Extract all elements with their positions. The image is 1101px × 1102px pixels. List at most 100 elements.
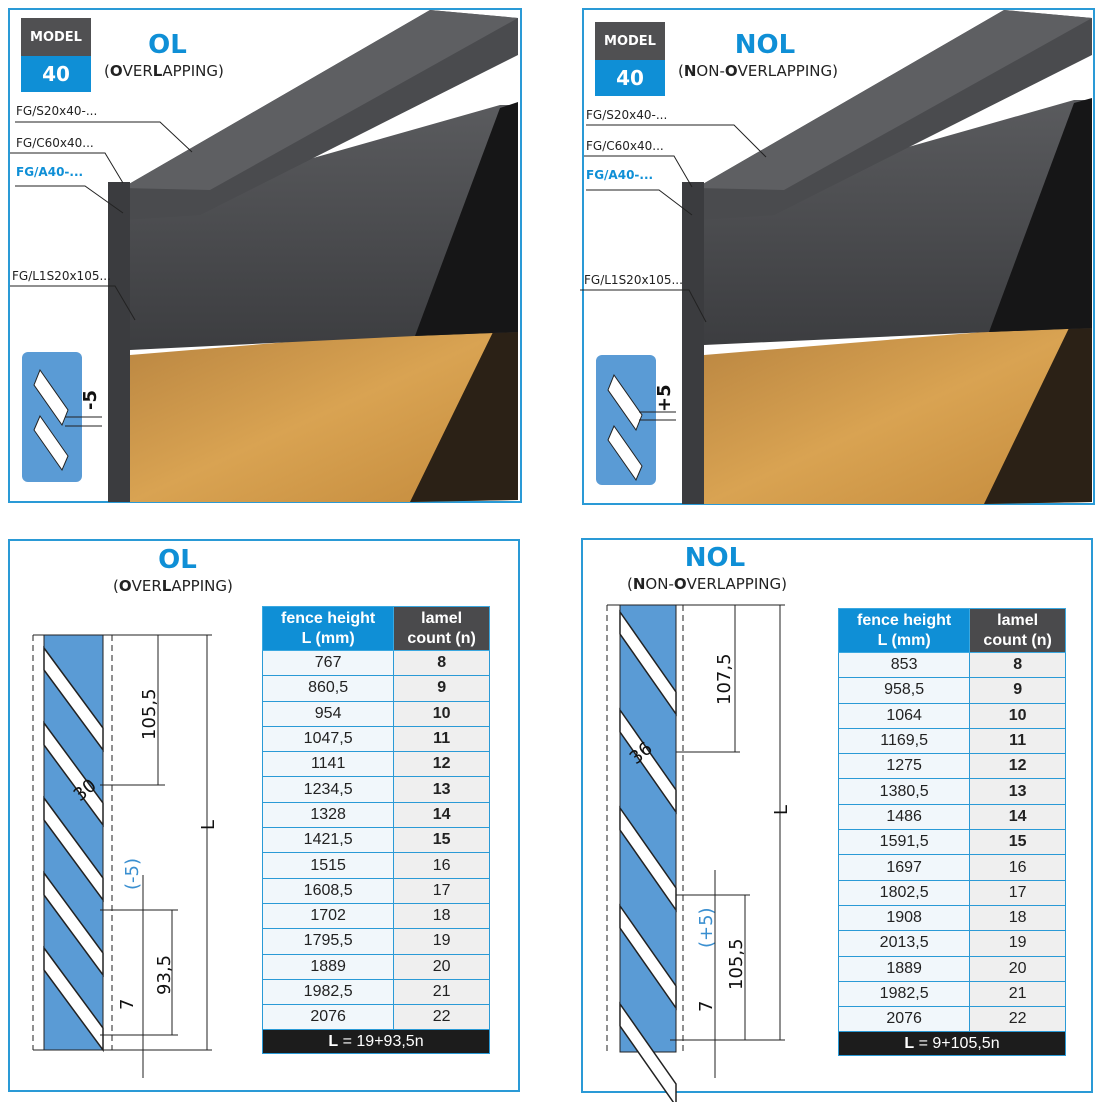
table-row: 2076 22 bbox=[837, 1006, 1066, 1033]
fence-height-cell: 1064 bbox=[837, 702, 971, 729]
table-row: 1697 16 bbox=[837, 854, 1066, 881]
dim-overlap: (+5) bbox=[696, 907, 717, 948]
middle-lamel bbox=[130, 105, 518, 350]
middle-lamel-end bbox=[989, 98, 1092, 332]
ol-render: -5 FG/S20x40-... FG/C60x40... FG/A40-...… bbox=[10, 10, 518, 502]
table-row: 1982,5 21 bbox=[837, 980, 1066, 1008]
table-row: 1328 14 bbox=[261, 801, 490, 829]
dim-bottom-offset: 7 bbox=[696, 1001, 717, 1012]
lamel-count-cell: 22 bbox=[969, 1006, 1066, 1033]
fence-height-cell: 1421,5 bbox=[261, 827, 395, 854]
gap-value: -5 bbox=[80, 390, 101, 410]
lamel-count-cell: 15 bbox=[969, 829, 1066, 856]
nol-section-drawing: L 107,5 36 (+5) 105,5 7 bbox=[606, 604, 792, 1102]
lamel-count-cell: 14 bbox=[393, 801, 490, 829]
gap-value: +5 bbox=[654, 384, 675, 412]
lamel-gap-stripe bbox=[619, 1001, 677, 1102]
part-label-highlight: FG/A40-... bbox=[16, 165, 83, 179]
fence-height-cell: 1047,5 bbox=[261, 725, 395, 753]
dim-pitch-top: 107,5 bbox=[714, 653, 735, 705]
lamel-count-cell: 12 bbox=[969, 753, 1066, 780]
table-row: 1064 10 bbox=[837, 702, 1066, 729]
lamel-count-cell: 18 bbox=[393, 902, 490, 930]
dim-pitch-bottom: 93,5 bbox=[154, 955, 175, 995]
table-row: 954 10 bbox=[261, 700, 490, 727]
table-header-row: fence height L (mm) lamel count (n) bbox=[837, 608, 1066, 653]
table-row: 1141 12 bbox=[261, 751, 490, 778]
lamel-count-cell: 20 bbox=[969, 955, 1066, 982]
lamel-count-cell: 13 bbox=[969, 778, 1066, 805]
table-row: 1234,5 13 bbox=[261, 776, 490, 803]
table-row: 1047,5 11 bbox=[261, 725, 490, 753]
table-row: 1380,5 13 bbox=[837, 778, 1066, 805]
header-lamel-count: lamel count (n) bbox=[393, 606, 490, 651]
fence-height-cell: 1141 bbox=[261, 751, 395, 778]
wood-lamel-end bbox=[410, 328, 518, 502]
lamel-count-cell: 13 bbox=[393, 776, 490, 803]
table-row: 1591,5 15 bbox=[837, 829, 1066, 856]
lamel-count-cell: 10 bbox=[393, 700, 490, 727]
table-row: 1889 20 bbox=[837, 955, 1066, 982]
fence-height-cell: 1328 bbox=[261, 801, 395, 829]
table-header-row: fence height L (mm) lamel count (n) bbox=[261, 606, 490, 651]
model-label: MODEL bbox=[21, 18, 91, 56]
render-title: NOL bbox=[734, 30, 796, 60]
lamel-count-cell: 9 bbox=[393, 675, 490, 702]
fence-height-cell: 1515 bbox=[261, 852, 395, 879]
lamel-count-cell: 18 bbox=[969, 904, 1066, 932]
part-label-highlight: FG/A40-... bbox=[586, 168, 653, 182]
fence-height-cell: 1802,5 bbox=[837, 879, 971, 906]
lamel-count-cell: 11 bbox=[969, 727, 1066, 755]
table-row: 1802,5 17 bbox=[837, 879, 1066, 906]
section-subtitle: (NON-OVERLAPPING) bbox=[627, 575, 787, 593]
table-row: 1908 18 bbox=[837, 904, 1066, 932]
table-row: 958,5 9 bbox=[837, 677, 1066, 704]
lamel-count-cell: 15 bbox=[393, 827, 490, 854]
lamel-gap-stripe bbox=[619, 707, 677, 815]
fence-height-cell: 2076 bbox=[837, 1006, 971, 1033]
model-number: 40 bbox=[595, 60, 665, 96]
nol-render: +5 FG/S20x40-... FG/C60x40... FG/A40-...… bbox=[580, 10, 1092, 504]
lamel-count-cell: 19 bbox=[393, 928, 490, 955]
lamel-gap-stripe bbox=[43, 720, 104, 828]
table-row: 2013,5 19 bbox=[837, 930, 1066, 957]
ol-section-drawing: L 105,5 30 (-5) 93,5 7 bbox=[32, 634, 219, 1078]
lamel-icon bbox=[607, 373, 643, 432]
table-row: 1486 14 bbox=[837, 803, 1066, 831]
fence-height-cell: 1795,5 bbox=[261, 928, 395, 955]
wood-lamel bbox=[704, 325, 1092, 504]
fence-height-cell: 1982,5 bbox=[837, 980, 971, 1008]
lamel-count-cell: 14 bbox=[969, 803, 1066, 831]
fence-height-cell: 860,5 bbox=[261, 675, 395, 702]
post bbox=[108, 182, 130, 502]
table-row: 1608,5 17 bbox=[261, 877, 490, 904]
fence-height-cell: 1702 bbox=[261, 902, 395, 930]
dim-overlap: (-5) bbox=[122, 858, 143, 890]
table-row: 1795,5 19 bbox=[261, 928, 490, 955]
lamel-gap-stripe bbox=[43, 870, 104, 978]
dim-pitch-top: 105,5 bbox=[139, 688, 160, 740]
table-row: 1889 20 bbox=[261, 953, 490, 980]
lamel-count-cell: 8 bbox=[969, 651, 1066, 679]
ol-height-table: fence height L (mm) lamel count (n) 767 8 86… bbox=[261, 606, 490, 1055]
dim-bottom-offset: 7 bbox=[117, 999, 138, 1010]
fence-height-cell: 1889 bbox=[837, 955, 971, 982]
render-subtitle: (NON-OVERLAPPING) bbox=[678, 62, 838, 80]
table-row: 767 8 bbox=[261, 649, 490, 677]
wood-lamel-end bbox=[984, 328, 1092, 504]
dim-total: L bbox=[198, 820, 219, 830]
table-row: 1982,5 21 bbox=[261, 978, 490, 1006]
lamel-icon bbox=[607, 424, 643, 482]
lamel-icon bbox=[33, 414, 69, 472]
post bbox=[682, 182, 704, 504]
header-fence-height: fence height L (mm) bbox=[837, 608, 971, 653]
fence-height-cell: 1908 bbox=[837, 904, 971, 932]
table-row: 1169,5 11 bbox=[837, 727, 1066, 755]
fence-height-cell: 1234,5 bbox=[261, 776, 395, 803]
lamel-count-cell: 21 bbox=[393, 978, 490, 1006]
section-subtitle: (OVERLAPPING) bbox=[113, 577, 233, 595]
table-row: 1515 16 bbox=[261, 852, 490, 879]
fence-height-cell: 1275 bbox=[837, 753, 971, 780]
lamel-count-cell: 11 bbox=[393, 725, 490, 753]
